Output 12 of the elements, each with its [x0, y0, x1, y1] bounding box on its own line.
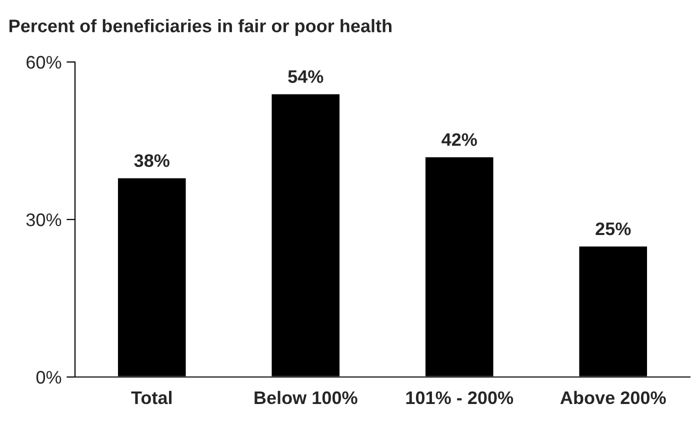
y-tick-label: 60%	[26, 56, 62, 69]
data-label: 38%	[134, 154, 170, 168]
y-tick-label: 30%	[26, 213, 62, 226]
chart-title: Percent of beneficiaries in fair or poor health	[10, 19, 392, 36]
x-tick-label: Above 200%	[560, 390, 666, 404]
x-tick-label: 101% - 200%	[406, 391, 514, 404]
y-tick-label: 0%	[36, 370, 62, 384]
data-label: 42%	[442, 133, 477, 146]
data-label: 54%	[288, 70, 324, 83]
x-tick-label: Total	[131, 390, 172, 404]
x-tick-label: Below 100%	[254, 390, 358, 404]
data-label: 25%	[596, 222, 631, 236]
